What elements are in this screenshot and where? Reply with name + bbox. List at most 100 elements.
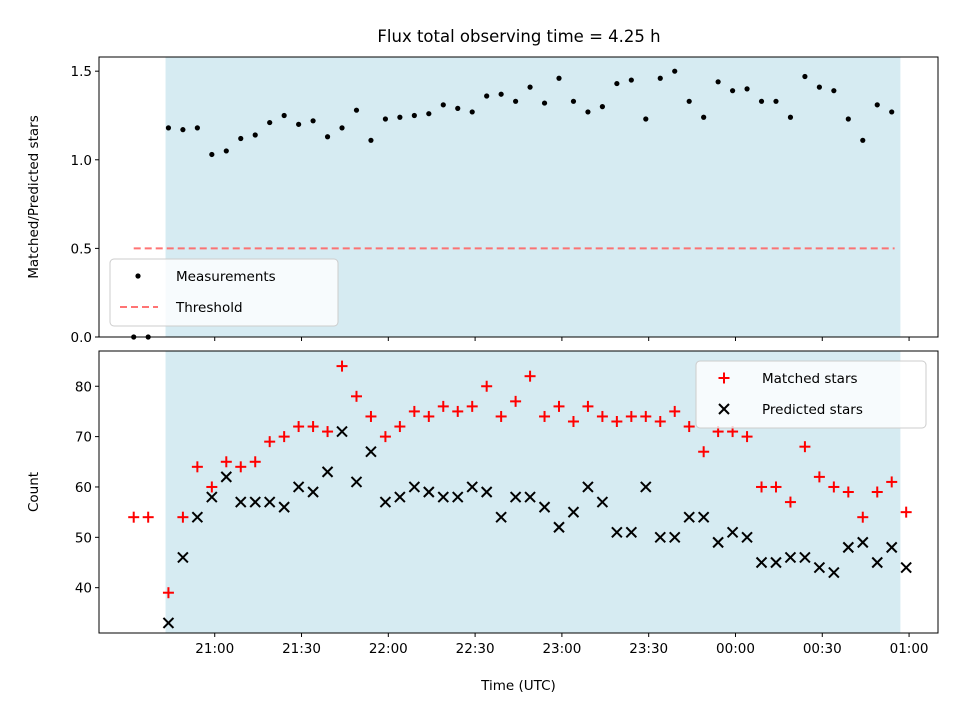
predicted-star-point — [220, 471, 233, 483]
matched-star-point — [828, 481, 840, 493]
matched-star-point — [264, 436, 276, 448]
predicted-star-point — [567, 506, 580, 518]
bot-ytick-label: 60 — [75, 480, 92, 496]
measurement-point — [223, 148, 229, 154]
measurement-point — [455, 105, 461, 111]
matched-star-point — [437, 400, 449, 412]
matched-star-point — [625, 410, 637, 422]
matched-star-point — [553, 400, 565, 412]
predicted-star-point — [394, 491, 406, 503]
measurement-point — [469, 109, 475, 115]
matched-star-point — [394, 421, 406, 433]
measurement-point — [802, 73, 808, 80]
predicted-star-point — [611, 526, 623, 538]
measurement-point — [267, 119, 273, 126]
xtick-label: 01:00 — [890, 641, 929, 657]
measurement-point — [599, 104, 606, 110]
measurement-point — [643, 116, 649, 122]
predicted-star-point — [669, 531, 681, 544]
matched-star-point — [336, 360, 348, 372]
predicted-star-point — [350, 476, 363, 488]
matched-star-point — [162, 587, 174, 599]
matched-star-point — [510, 395, 522, 407]
predicted-star-point — [321, 466, 334, 478]
measurement-point — [281, 112, 287, 119]
predicted-star-point — [900, 561, 912, 574]
matched-star-point — [379, 431, 391, 443]
legend-label: Threshold — [175, 300, 243, 316]
predicted-star-point — [828, 566, 840, 579]
predicted-star-point — [177, 551, 189, 564]
matched-star-point — [683, 421, 695, 433]
legend-marker — [718, 403, 730, 415]
predicted-star-point — [452, 491, 464, 503]
matched-star-point — [698, 446, 710, 458]
legend-label: Predicted stars — [762, 402, 863, 418]
predicted-star-point — [437, 491, 449, 503]
predicted-star-point — [379, 496, 392, 508]
measurement-point — [773, 98, 779, 104]
predicted-star-point — [784, 551, 797, 564]
measurement-point — [180, 127, 186, 133]
measurement-point — [845, 116, 851, 122]
measurement-point — [296, 121, 302, 127]
measurement-point — [527, 84, 533, 90]
predicted-star-point — [162, 617, 175, 629]
matched-star-point — [495, 410, 507, 422]
xtick-label: 00:30 — [803, 641, 842, 657]
matched-star-point — [741, 431, 753, 443]
matched-star-point — [452, 405, 464, 417]
predicted-star-point — [857, 536, 869, 549]
predicted-star-point — [191, 511, 204, 523]
predicted-star-point — [842, 541, 855, 554]
measurement-point — [440, 102, 446, 108]
measurement-point — [831, 88, 837, 94]
predicted-star-point — [365, 446, 377, 458]
xtick-label: 21:00 — [195, 641, 234, 657]
measurement-point — [686, 98, 692, 104]
predicted-star-point — [770, 556, 782, 569]
predicted-star-point — [625, 526, 638, 538]
legend-label: Measurements — [176, 269, 276, 285]
matched-star-point — [128, 511, 140, 523]
xtick-label: 22:30 — [456, 641, 495, 657]
top-panel: 0.0 0.5 1.0 1.5 Matched/Predicted stars Mea… — [26, 56, 939, 346]
matched-star-point — [567, 416, 579, 427]
predicted-star-point — [509, 491, 522, 503]
matched-star-point — [596, 410, 608, 422]
bottom-x-ticks: 21:00 21:30 22:00 22:30 23:00 23:30 00:00 00:30… — [195, 633, 929, 657]
top-y-ticks: 0.0 0.5 1.0 1.5 — [71, 64, 99, 346]
top-ytick-label: 1.5 — [71, 64, 92, 80]
bottom-y-axis-label: Count — [26, 472, 42, 512]
matched-star-point — [784, 496, 796, 508]
matched-star-point — [177, 511, 189, 523]
xtick-label: 00:00 — [716, 641, 755, 657]
measurement-point — [368, 137, 374, 143]
measurement-point — [874, 102, 880, 108]
predicted-star-point — [408, 481, 421, 493]
bot-ytick-label: 40 — [75, 581, 92, 597]
matched-star-point — [278, 431, 290, 443]
matched-star-point — [235, 461, 247, 473]
xtick-label: 22:00 — [369, 641, 408, 657]
measurement-point — [513, 98, 519, 104]
matched-star-point — [900, 506, 912, 518]
matched-star-point — [408, 405, 420, 417]
bottom-axes-frame — [98, 350, 939, 634]
measurement-point — [411, 112, 417, 119]
matched-star-point — [756, 481, 768, 493]
top-data-marks — [131, 68, 895, 340]
bot-ytick-label: 80 — [75, 379, 92, 395]
bottom-panel: 40 50 60 70 80 21:00 21:30 22:00 22:30 23:00 23:3… — [26, 350, 939, 694]
top-ytick-label: 0.0 — [71, 330, 92, 346]
measurement-point — [556, 75, 562, 81]
predicted-star-point — [741, 531, 753, 544]
matched-star-point — [206, 481, 218, 493]
predicted-star-point — [307, 486, 319, 498]
predicted-star-point — [886, 541, 898, 554]
measurement-point — [339, 125, 345, 131]
matched-star-point — [142, 511, 154, 523]
matched-star-point — [365, 410, 377, 422]
predicted-star-point — [640, 481, 652, 493]
